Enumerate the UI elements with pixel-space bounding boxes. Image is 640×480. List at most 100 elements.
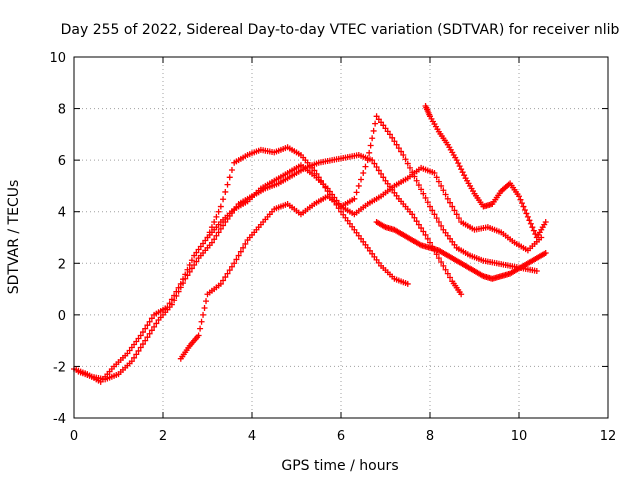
data-point xyxy=(431,170,438,177)
series-track-2 xyxy=(75,151,465,383)
data-point xyxy=(151,323,158,330)
data-point xyxy=(224,270,231,277)
data-point xyxy=(222,274,229,281)
data-point xyxy=(144,334,151,341)
data-point xyxy=(342,214,349,221)
data-point xyxy=(542,249,549,256)
data-point xyxy=(215,208,222,215)
data-point xyxy=(226,174,233,181)
data-point xyxy=(362,241,369,248)
data-point xyxy=(366,149,373,156)
axis-ticks: 0 2 4 6 8 10 12 -4 -2 0 2 4 6 8 10 xyxy=(49,51,616,444)
data-point xyxy=(400,151,407,158)
data-point xyxy=(175,288,182,295)
data-point xyxy=(378,170,385,177)
data-point xyxy=(435,219,442,226)
data-point xyxy=(529,224,536,231)
y-axis-label: SDTVAR / TECUs xyxy=(6,180,22,295)
data-point xyxy=(335,200,342,207)
data-point xyxy=(220,277,227,284)
data-point xyxy=(364,157,371,164)
data-point xyxy=(353,229,360,236)
data-point xyxy=(135,335,142,342)
data-point xyxy=(351,226,358,233)
data-point xyxy=(195,332,202,339)
data-point xyxy=(458,166,465,173)
data-point xyxy=(523,210,530,217)
data-point xyxy=(402,156,409,163)
data-point xyxy=(222,188,229,195)
data-point xyxy=(364,244,371,251)
data-point xyxy=(135,347,142,354)
data-point xyxy=(456,163,463,170)
x-tick-label: 8 xyxy=(426,429,434,444)
data-point xyxy=(333,197,340,204)
data-point xyxy=(406,164,413,171)
data-point xyxy=(451,207,458,214)
data-point xyxy=(242,240,249,247)
data-point xyxy=(451,241,458,248)
data-point xyxy=(384,128,391,135)
data-point xyxy=(142,325,149,332)
data-point xyxy=(438,258,445,265)
data-point xyxy=(228,167,235,174)
data-point xyxy=(422,194,429,201)
data-point xyxy=(413,177,420,184)
x-tick-label: 0 xyxy=(70,429,78,444)
data-point xyxy=(191,252,198,259)
data-point xyxy=(128,344,135,351)
data-point xyxy=(370,127,377,134)
data-point xyxy=(137,344,144,351)
data-point xyxy=(344,217,351,224)
data-point xyxy=(524,213,531,220)
data-point xyxy=(326,188,333,195)
data-marks xyxy=(71,102,549,385)
data-point xyxy=(455,160,462,167)
data-point xyxy=(211,219,218,226)
data-point xyxy=(220,222,227,229)
chart-title: Day 255 of 2022, Sidereal Day-to-day VTE… xyxy=(61,22,620,38)
data-point xyxy=(442,266,449,273)
data-point xyxy=(340,211,347,218)
data-point xyxy=(124,350,131,357)
data-point xyxy=(137,332,144,339)
data-point xyxy=(520,203,527,210)
data-point xyxy=(131,354,138,361)
data-point xyxy=(373,113,380,120)
data-point xyxy=(200,311,207,318)
data-point xyxy=(369,135,376,142)
data-point xyxy=(435,255,442,262)
data-point xyxy=(173,292,180,299)
plot-frame xyxy=(73,56,609,419)
data-point xyxy=(415,221,422,228)
data-point xyxy=(449,203,456,210)
data-point xyxy=(133,338,140,345)
data-point xyxy=(133,351,140,358)
data-point xyxy=(139,329,146,336)
y-tick-label: -2 xyxy=(53,360,66,375)
data-point xyxy=(459,169,466,176)
y-tick-label: 8 xyxy=(58,103,66,118)
data-point xyxy=(217,225,224,232)
data-point xyxy=(148,327,155,334)
data-point xyxy=(393,192,400,199)
data-point xyxy=(349,223,356,230)
data-point xyxy=(444,270,451,277)
data-point xyxy=(530,227,537,234)
data-point xyxy=(433,215,440,222)
data-point xyxy=(517,196,524,203)
y-tick-label: 6 xyxy=(58,154,66,169)
y-tick-label: 10 xyxy=(49,51,66,66)
x-tick-label: 2 xyxy=(159,429,167,444)
series-track-6 xyxy=(422,102,549,241)
data-point xyxy=(197,243,204,250)
data-point xyxy=(527,220,534,227)
data-point xyxy=(188,265,195,272)
data-point xyxy=(391,138,398,145)
data-point xyxy=(208,239,215,246)
data-point xyxy=(148,315,155,322)
x-tick-label: 4 xyxy=(248,429,256,444)
data-point xyxy=(139,341,146,348)
data-point xyxy=(440,226,447,233)
